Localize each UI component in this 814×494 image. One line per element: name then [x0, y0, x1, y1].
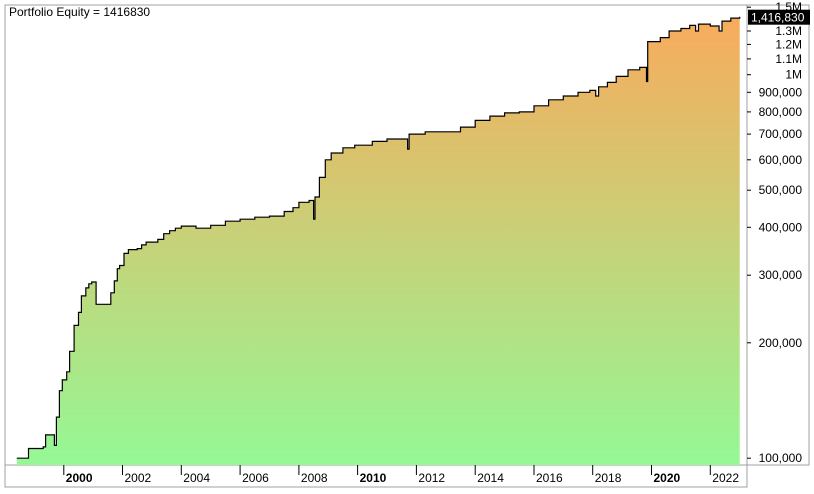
- equity-line-layer: [16, 16, 741, 459]
- x-tick-label: 2012: [418, 471, 445, 485]
- y-tick-label: 600,000: [759, 153, 803, 167]
- y-tick-label: 1.1M: [775, 52, 802, 66]
- y-tick-label: 200,000: [759, 336, 803, 350]
- y-axis-frame: [746, 4, 810, 466]
- x-tick-label: 2000: [66, 471, 93, 485]
- x-tick-label: 2020: [654, 471, 681, 485]
- x-tick-label: 2008: [301, 471, 328, 485]
- y-tick-label: 400,000: [759, 220, 803, 234]
- y-tick-label: 800,000: [759, 105, 803, 119]
- y-tick-label: 1M: [785, 68, 802, 82]
- x-tick-label: 2016: [536, 471, 563, 485]
- x-tick-label: 2004: [183, 471, 210, 485]
- legend-text: Portfolio Equity = 1416830: [9, 5, 150, 19]
- x-tick-label: 2022: [712, 471, 739, 485]
- equity-area: [16, 16, 740, 465]
- x-tick-label: 2010: [360, 471, 387, 485]
- last-value-label-text: 1,416,830: [751, 11, 805, 25]
- x-tick-label: 2014: [477, 471, 504, 485]
- x-axis-ticks: 2000 2002 2004 2006 2008 2010 2012 2014 2016 2018…: [63, 465, 739, 485]
- equity-line: [16, 16, 741, 459]
- y-tick-label: 1.2M: [775, 37, 802, 51]
- last-value-label-bg: [748, 9, 810, 25]
- x-tick-label: 2006: [242, 471, 269, 485]
- y-tick-label: 900,000: [759, 85, 803, 99]
- y-tick-label: 700,000: [759, 127, 803, 141]
- y-tick-label: 300,000: [759, 268, 803, 282]
- y-tick-label: 100,000: [759, 451, 803, 465]
- x-tick-label: 2018: [595, 471, 622, 485]
- equity-area-layer: [16, 16, 740, 465]
- y-tick-label: 500,000: [759, 183, 803, 197]
- y-tick-label: 1.3M: [775, 24, 802, 38]
- last-value-label: 1,416,830: [748, 9, 810, 25]
- x-tick-label: 2002: [125, 471, 152, 485]
